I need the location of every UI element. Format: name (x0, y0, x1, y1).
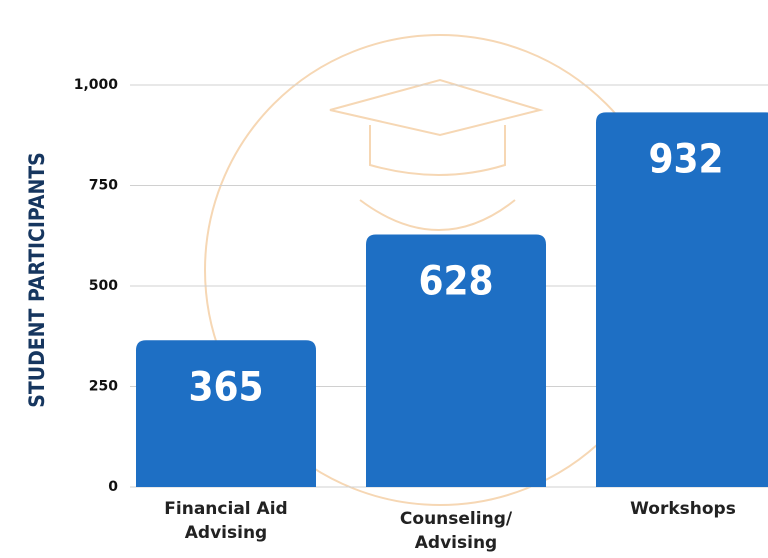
y-tick-label: 1,000 (74, 77, 119, 93)
y-tick-label: 0 (108, 479, 118, 495)
y-axis-title: STUDENT PARTICIPANTS (25, 152, 49, 408)
value-label: 365 (188, 364, 263, 410)
value-label: 628 (418, 259, 493, 305)
x-tick-label: Financial Aid Advising (141, 497, 311, 545)
chart: STUDENT PARTICIPANTS 0 250 500 750 1,000 365 6… (0, 0, 768, 558)
y-tick-label: 750 (89, 178, 118, 194)
value-label: 932 (648, 136, 723, 182)
x-tick-label: Counseling/ Advising (371, 507, 541, 555)
y-tick-label: 250 (89, 379, 118, 395)
y-tick-label: 500 (89, 278, 118, 294)
bar (136, 340, 316, 487)
chart-svg: STUDENT PARTICIPANTS 0 250 500 750 1,000 365 6… (0, 0, 768, 558)
x-tick-label: Workshops (598, 497, 768, 521)
